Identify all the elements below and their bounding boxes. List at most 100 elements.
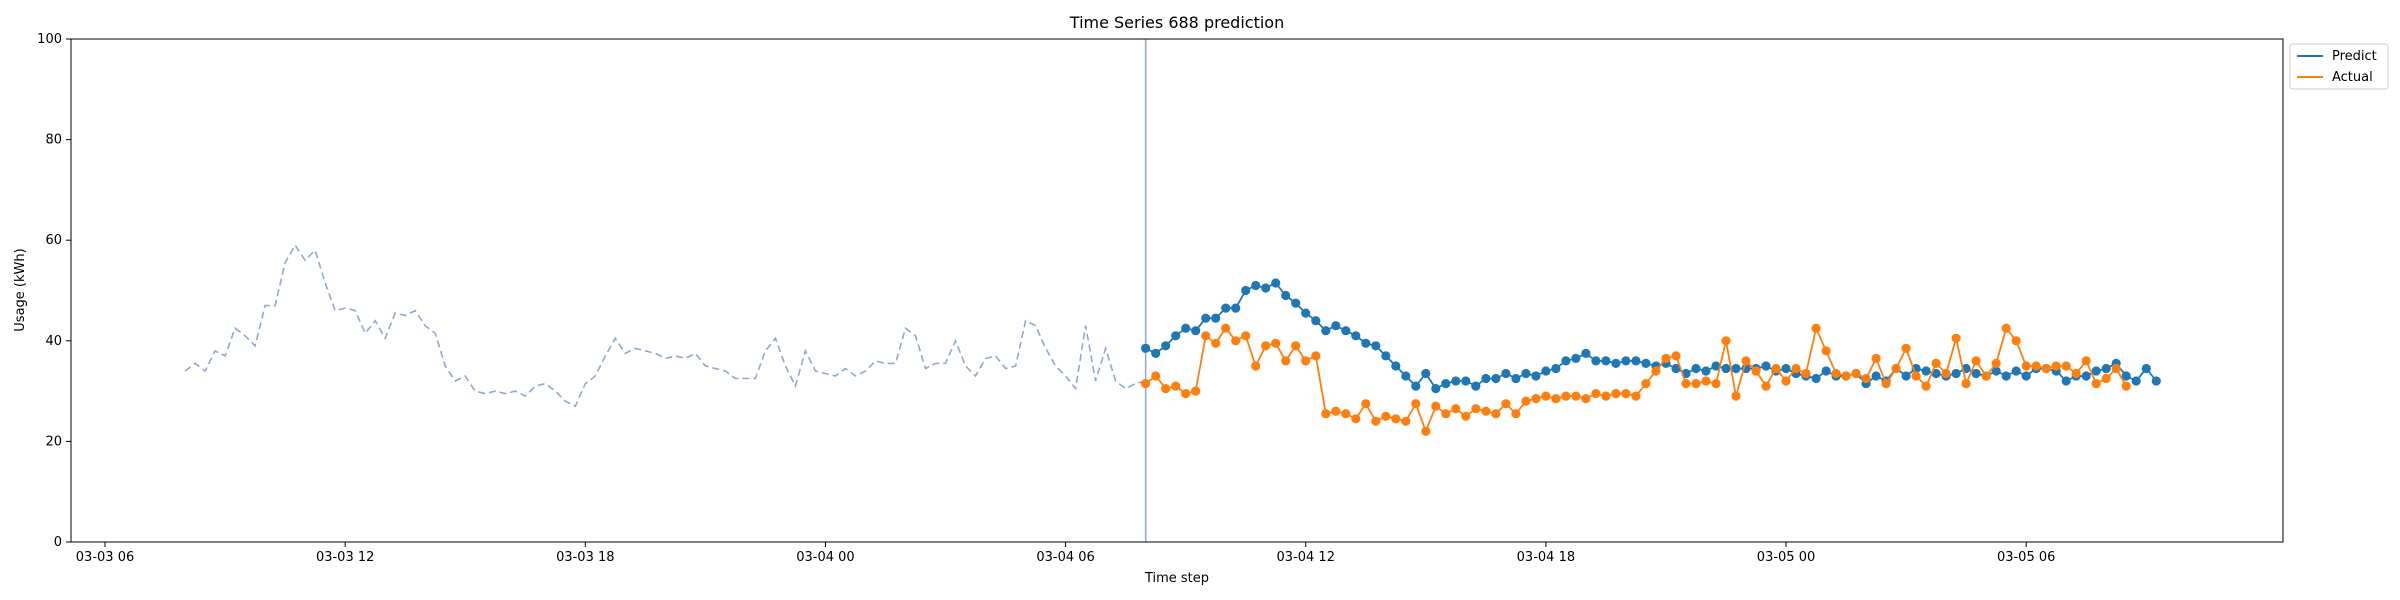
actual-point bbox=[1901, 343, 1911, 353]
actual-point bbox=[1471, 404, 1481, 414]
predict-point bbox=[1441, 379, 1451, 389]
actual-point bbox=[1691, 379, 1701, 389]
y-tick-label: 0 bbox=[54, 535, 62, 550]
actual-point bbox=[1171, 381, 1181, 391]
predict-point bbox=[1531, 371, 1541, 381]
actual-point bbox=[1641, 379, 1651, 389]
actual-point bbox=[1311, 351, 1321, 361]
actual-point bbox=[1961, 379, 1971, 389]
y-tick-label: 80 bbox=[45, 133, 62, 148]
actual-point bbox=[1291, 341, 1301, 351]
predict-point bbox=[1381, 351, 1391, 361]
x-tick-label: 03-03 12 bbox=[316, 550, 374, 565]
actual-point bbox=[1921, 381, 1931, 391]
predict-point bbox=[1921, 366, 1931, 376]
actual-point bbox=[1531, 394, 1541, 404]
actual-point bbox=[1801, 368, 1811, 379]
actual-point bbox=[1661, 353, 1671, 363]
actual-point bbox=[1281, 356, 1291, 366]
actual-point bbox=[1481, 406, 1491, 416]
actual-point bbox=[1681, 379, 1691, 389]
actual-point bbox=[1971, 356, 1981, 366]
actual-point bbox=[1451, 404, 1461, 414]
actual-point bbox=[1671, 351, 1681, 361]
legend-predict-label: Predict bbox=[2332, 49, 2377, 64]
actual-point bbox=[1521, 396, 1531, 406]
actual-point bbox=[1361, 399, 1371, 409]
actual-point bbox=[1491, 409, 1501, 419]
actual-point bbox=[1371, 416, 1381, 426]
actual-point bbox=[1191, 386, 1201, 396]
predict-point bbox=[1871, 371, 1881, 381]
plot-frame bbox=[70, 38, 2284, 543]
predict-point bbox=[2001, 371, 2011, 381]
x-tick-label: 03-04 06 bbox=[1036, 550, 1094, 565]
actual-point bbox=[1611, 389, 1621, 399]
predict-point bbox=[1391, 361, 1401, 371]
actual-point bbox=[1161, 384, 1171, 394]
actual-point bbox=[2041, 363, 2051, 374]
predict-point bbox=[1621, 356, 1631, 366]
predict-point bbox=[1541, 366, 1551, 376]
predict-point bbox=[1351, 331, 1361, 341]
actual-point bbox=[2021, 361, 2031, 371]
actual-point bbox=[1501, 399, 1511, 409]
y-tick-label: 20 bbox=[45, 434, 62, 449]
predict-point bbox=[1571, 353, 1581, 363]
predict-point bbox=[1281, 290, 1291, 301]
actual-point bbox=[1551, 394, 1561, 404]
x-tick-label: 03-04 12 bbox=[1277, 550, 1335, 565]
actual-point bbox=[1811, 323, 1821, 333]
actual-point bbox=[2051, 361, 2061, 371]
predict-point bbox=[1561, 356, 1571, 366]
predict-point bbox=[1501, 368, 1511, 379]
predict-point bbox=[1521, 368, 1531, 379]
predict-point bbox=[1721, 363, 1731, 374]
predict-point bbox=[1401, 371, 1411, 381]
predict-point bbox=[1731, 363, 1741, 374]
predict-point bbox=[1591, 356, 1601, 366]
actual-point bbox=[2071, 368, 2081, 379]
predict-point bbox=[1291, 298, 1301, 308]
actual-point bbox=[1771, 363, 1781, 374]
predict-point bbox=[1471, 381, 1481, 391]
actual-point bbox=[1761, 381, 1771, 391]
predict-point bbox=[1931, 368, 1941, 379]
series-layer bbox=[184, 39, 2161, 542]
predict-point bbox=[1461, 376, 1471, 386]
predict-point bbox=[1261, 283, 1271, 293]
actual-point bbox=[1211, 338, 1221, 348]
actual-point bbox=[1581, 394, 1591, 404]
actual-point bbox=[1141, 379, 1151, 389]
actual-point bbox=[1241, 331, 1251, 341]
predict-point bbox=[1691, 363, 1701, 374]
predict-point bbox=[1421, 368, 1431, 379]
actual-point bbox=[1331, 406, 1341, 416]
actual-point bbox=[1421, 426, 1431, 436]
actual-point bbox=[1721, 336, 1731, 346]
predict-point bbox=[1901, 371, 1911, 381]
x-tick-label: 03-05 00 bbox=[1757, 550, 1815, 565]
predict-point bbox=[1191, 326, 1201, 336]
predict-point bbox=[2021, 371, 2031, 381]
predict-point bbox=[2131, 376, 2141, 386]
x-axis-label: Time step bbox=[1144, 571, 1209, 586]
actual-point bbox=[1891, 363, 1901, 374]
predict-point bbox=[1211, 313, 1221, 323]
actual-point bbox=[1541, 391, 1551, 401]
predict-point bbox=[1781, 363, 1791, 374]
actual-point bbox=[1411, 399, 1421, 409]
chart-title: Time Series 688 prediction bbox=[1069, 13, 1284, 32]
predict-point bbox=[1171, 331, 1181, 341]
legend: Predict Actual bbox=[2289, 43, 2389, 90]
predict-point bbox=[1301, 308, 1311, 318]
actual-point bbox=[1431, 401, 1441, 411]
actual-point bbox=[1991, 358, 2001, 368]
x-tick-label: 03-04 18 bbox=[1517, 550, 1575, 565]
predict-point bbox=[1611, 358, 1621, 368]
actual-point bbox=[1831, 368, 1841, 379]
actual-point bbox=[2121, 381, 2131, 391]
predict-point bbox=[1581, 348, 1591, 358]
